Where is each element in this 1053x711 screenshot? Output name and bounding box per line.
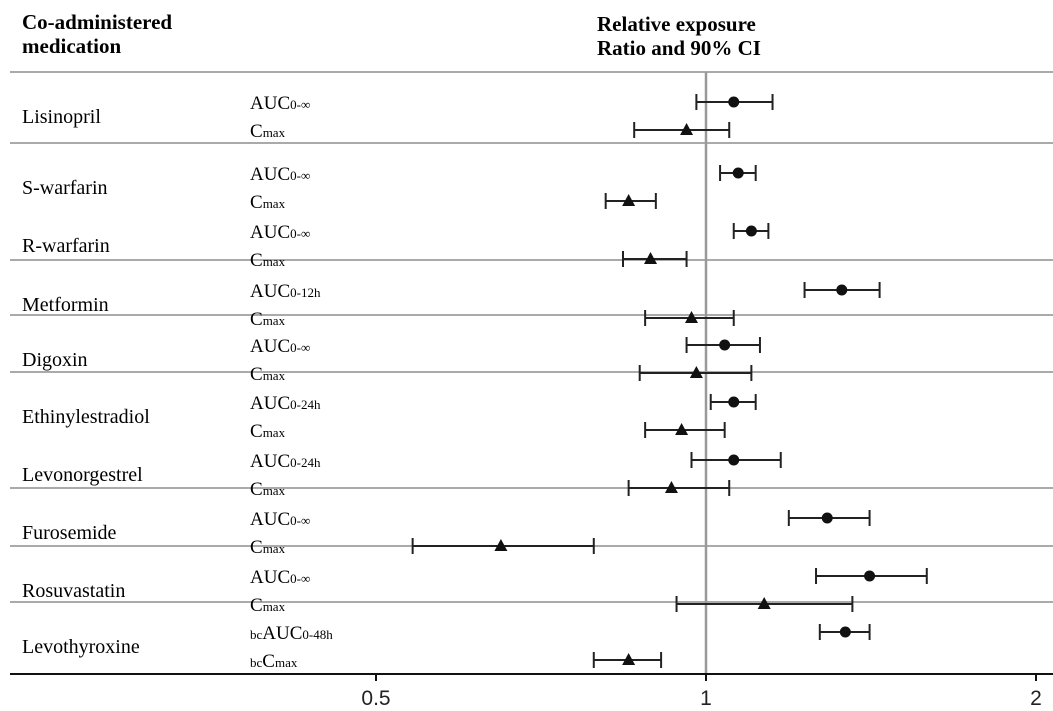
drug-label: Lisinopril [22,106,101,128]
cmax-label: bcCmax [250,651,298,672]
drug-label: Rosuvastatin [22,580,125,602]
auc-label: AUC0-∞ [250,93,310,114]
column-header-exposure-line1: Relative exposure [597,12,756,36]
x-tick-label: 2 [1030,687,1042,710]
point-estimate-triangle [644,252,658,264]
cmax-label: Cmax [250,364,286,385]
x-tick-label: 1 [700,687,712,710]
point-estimate-triangle [494,539,508,551]
cmax-label: Cmax [250,537,286,558]
drug-label: Digoxin [22,349,88,371]
point-estimate-circle [732,167,744,179]
drug-label: S-warfarin [22,177,108,199]
cmax-label: Cmax [250,309,286,330]
point-estimate-triangle [675,423,689,435]
cmax-label: Cmax [250,421,286,442]
drug-label: Furosemide [22,522,117,544]
point-estimate-circle [719,339,731,351]
cmax-label: Cmax [250,192,286,213]
auc-label: AUC0-∞ [250,336,310,357]
point-estimate-circle [839,626,851,638]
cmax-label: Cmax [250,250,286,271]
point-estimate-circle [728,454,740,466]
point-estimate-triangle [622,194,636,206]
point-estimate-circle [836,284,848,296]
auc-label: AUC0-∞ [250,222,310,243]
cmax-label: Cmax [250,595,286,616]
drug-label: Levothyroxine [22,636,140,658]
point-estimate-triangle [684,311,698,323]
point-estimate-triangle [622,653,636,665]
point-estimate-triangle [664,481,678,493]
cmax-label: Cmax [250,479,286,500]
point-estimate-circle [821,512,833,524]
column-header-medication-line1: Co-administered [22,10,173,34]
auc-label: bcAUC0-48h [250,623,333,644]
column-header-medication-line2: medication [22,34,122,58]
auc-label: AUC0-12h [250,281,321,302]
drug-label: Metformin [22,294,109,316]
auc-label: AUC0-∞ [250,509,310,530]
auc-label: AUC0-∞ [250,164,310,185]
drug-label: Levonorgestrel [22,464,143,486]
drug-label: R-warfarin [22,235,110,257]
point-estimate-triangle [680,123,694,135]
point-estimate-circle [745,225,757,237]
column-header-exposure-line2: Ratio and 90% CI [597,36,761,60]
point-estimate-triangle [757,597,771,609]
point-estimate-circle [864,570,876,582]
point-estimate-circle [728,96,740,108]
cmax-label: Cmax [250,121,286,142]
x-tick-label: 0.5 [361,687,390,710]
column-header-medication: Co-administered medication [22,10,172,58]
auc-label: AUC0-24h [250,393,321,414]
column-header-exposure: Relative exposure Ratio and 90% CI [597,12,761,60]
auc-label: AUC0-∞ [250,567,310,588]
auc-label: AUC0-24h [250,451,321,472]
drug-label: Ethinylestradiol [22,406,150,428]
point-estimate-circle [728,396,740,408]
point-estimate-triangle [689,366,703,378]
